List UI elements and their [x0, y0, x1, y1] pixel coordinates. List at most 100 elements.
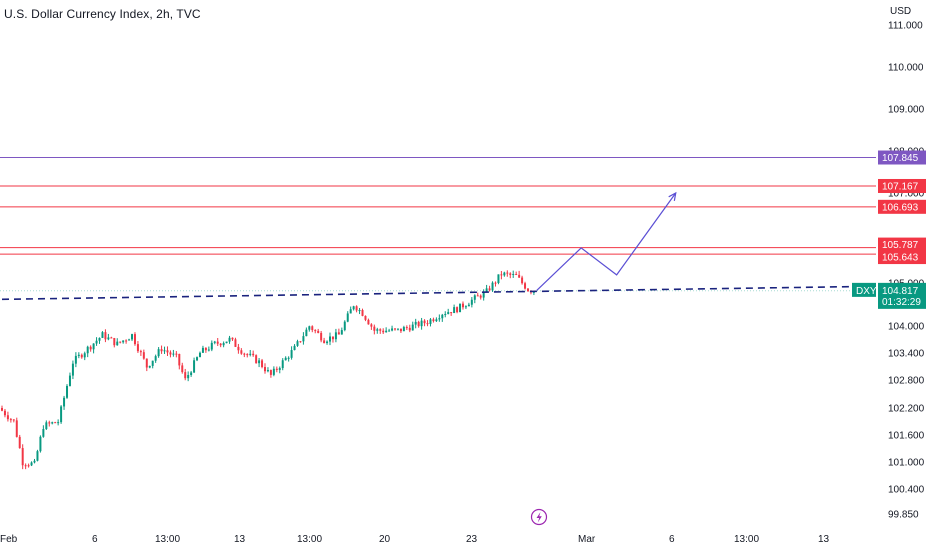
x-tick-label: 6 — [92, 534, 98, 545]
x-tick-label: 13 — [818, 534, 830, 545]
candle — [151, 360, 154, 369]
level-badge-2[interactable]: 107.167 — [878, 178, 926, 193]
candle — [337, 328, 340, 335]
candle — [429, 318, 432, 327]
candle — [473, 294, 476, 304]
candle — [447, 308, 450, 315]
time-axis[interactable]: Feb 6 13:00 13 13:00 20 23 Mar 6 13:00 13 — [0, 534, 830, 545]
candle — [240, 348, 243, 355]
y-tick-label: 100.400 — [888, 485, 925, 496]
candle — [485, 284, 488, 293]
candle — [278, 366, 281, 374]
x-tick-label: 20 — [379, 534, 391, 545]
candle — [252, 350, 255, 357]
candle — [210, 340, 213, 352]
candle — [101, 331, 104, 339]
projection-path[interactable] — [536, 192, 677, 291]
support-trendline[interactable] — [1, 285, 865, 301]
candle — [116, 338, 119, 346]
level-badge-text: 107.845 — [882, 153, 919, 164]
candle — [391, 325, 394, 332]
candle — [414, 318, 417, 329]
candle — [231, 337, 234, 341]
candle — [178, 353, 181, 370]
candle — [3, 408, 6, 418]
y-tick-label: 103.400 — [888, 349, 925, 360]
candle — [6, 411, 9, 422]
candle — [308, 325, 311, 332]
candle — [340, 327, 343, 335]
candle — [402, 325, 405, 332]
x-tick-label: 13:00 — [734, 534, 759, 545]
candle — [86, 345, 89, 358]
candle — [479, 294, 482, 300]
candle — [266, 367, 269, 373]
candle — [417, 320, 420, 328]
candle — [119, 341, 122, 344]
lightning-icon[interactable] — [530, 508, 548, 526]
candle — [213, 340, 216, 345]
x-tick-label: 13:00 — [155, 534, 180, 545]
candle — [95, 337, 98, 346]
candle — [326, 340, 329, 345]
level-badge-1[interactable]: 107.845 — [878, 150, 926, 165]
candle — [219, 343, 222, 348]
candle — [305, 327, 308, 337]
y-tick-label: 102.800 — [888, 376, 925, 387]
candle — [385, 327, 388, 333]
candle — [349, 306, 352, 314]
candle — [92, 343, 95, 354]
candle — [287, 356, 290, 362]
y-tick-label: 107.000 — [888, 189, 925, 200]
candle — [125, 339, 128, 344]
candle — [352, 305, 355, 311]
level-badge-4[interactable]: 105.787 — [878, 237, 926, 252]
y-tick-label: 109.000 — [888, 105, 925, 116]
candle — [71, 360, 74, 380]
candle — [160, 345, 163, 354]
x-tick-label: 23 — [466, 534, 478, 545]
candle — [89, 345, 92, 352]
candle — [9, 417, 12, 423]
candle — [190, 370, 193, 377]
candle — [60, 405, 63, 424]
candle — [157, 347, 160, 358]
projection-arrowhead — [668, 191, 677, 201]
candle — [234, 337, 237, 348]
candlestick-series — [1, 270, 535, 470]
candle — [107, 333, 110, 341]
candle — [382, 328, 385, 335]
level-badge-5[interactable]: 105.643 — [878, 250, 926, 265]
y-tick-label: 102.200 — [888, 404, 925, 415]
candle — [204, 347, 207, 353]
candle — [435, 317, 438, 322]
candle — [27, 463, 30, 468]
candle — [346, 311, 349, 323]
level-badge-3[interactable]: 106.693 — [878, 199, 926, 214]
x-tick-label: 13 — [234, 534, 246, 545]
candle — [512, 270, 515, 278]
candle — [42, 425, 45, 438]
candle — [54, 421, 57, 424]
candle — [154, 354, 157, 363]
level-badge-text: 105.643 — [882, 253, 919, 264]
symbol-badge[interactable]: DXY — [852, 282, 877, 297]
candle — [408, 324, 411, 333]
candle — [355, 305, 358, 313]
candle — [68, 372, 71, 387]
candle — [184, 368, 187, 381]
candle — [399, 328, 402, 333]
candle — [494, 281, 497, 287]
candle — [281, 358, 284, 371]
candle — [187, 371, 190, 382]
candle — [367, 318, 370, 325]
x-tick-label: Feb — [0, 534, 18, 545]
candle — [255, 354, 258, 364]
candle — [476, 292, 479, 297]
candle — [290, 346, 293, 360]
candle — [36, 449, 39, 462]
candle — [57, 419, 60, 426]
candle — [196, 356, 199, 362]
